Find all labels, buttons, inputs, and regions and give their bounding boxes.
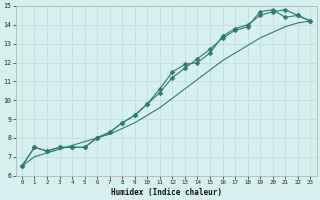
X-axis label: Humidex (Indice chaleur): Humidex (Indice chaleur) — [111, 188, 221, 197]
